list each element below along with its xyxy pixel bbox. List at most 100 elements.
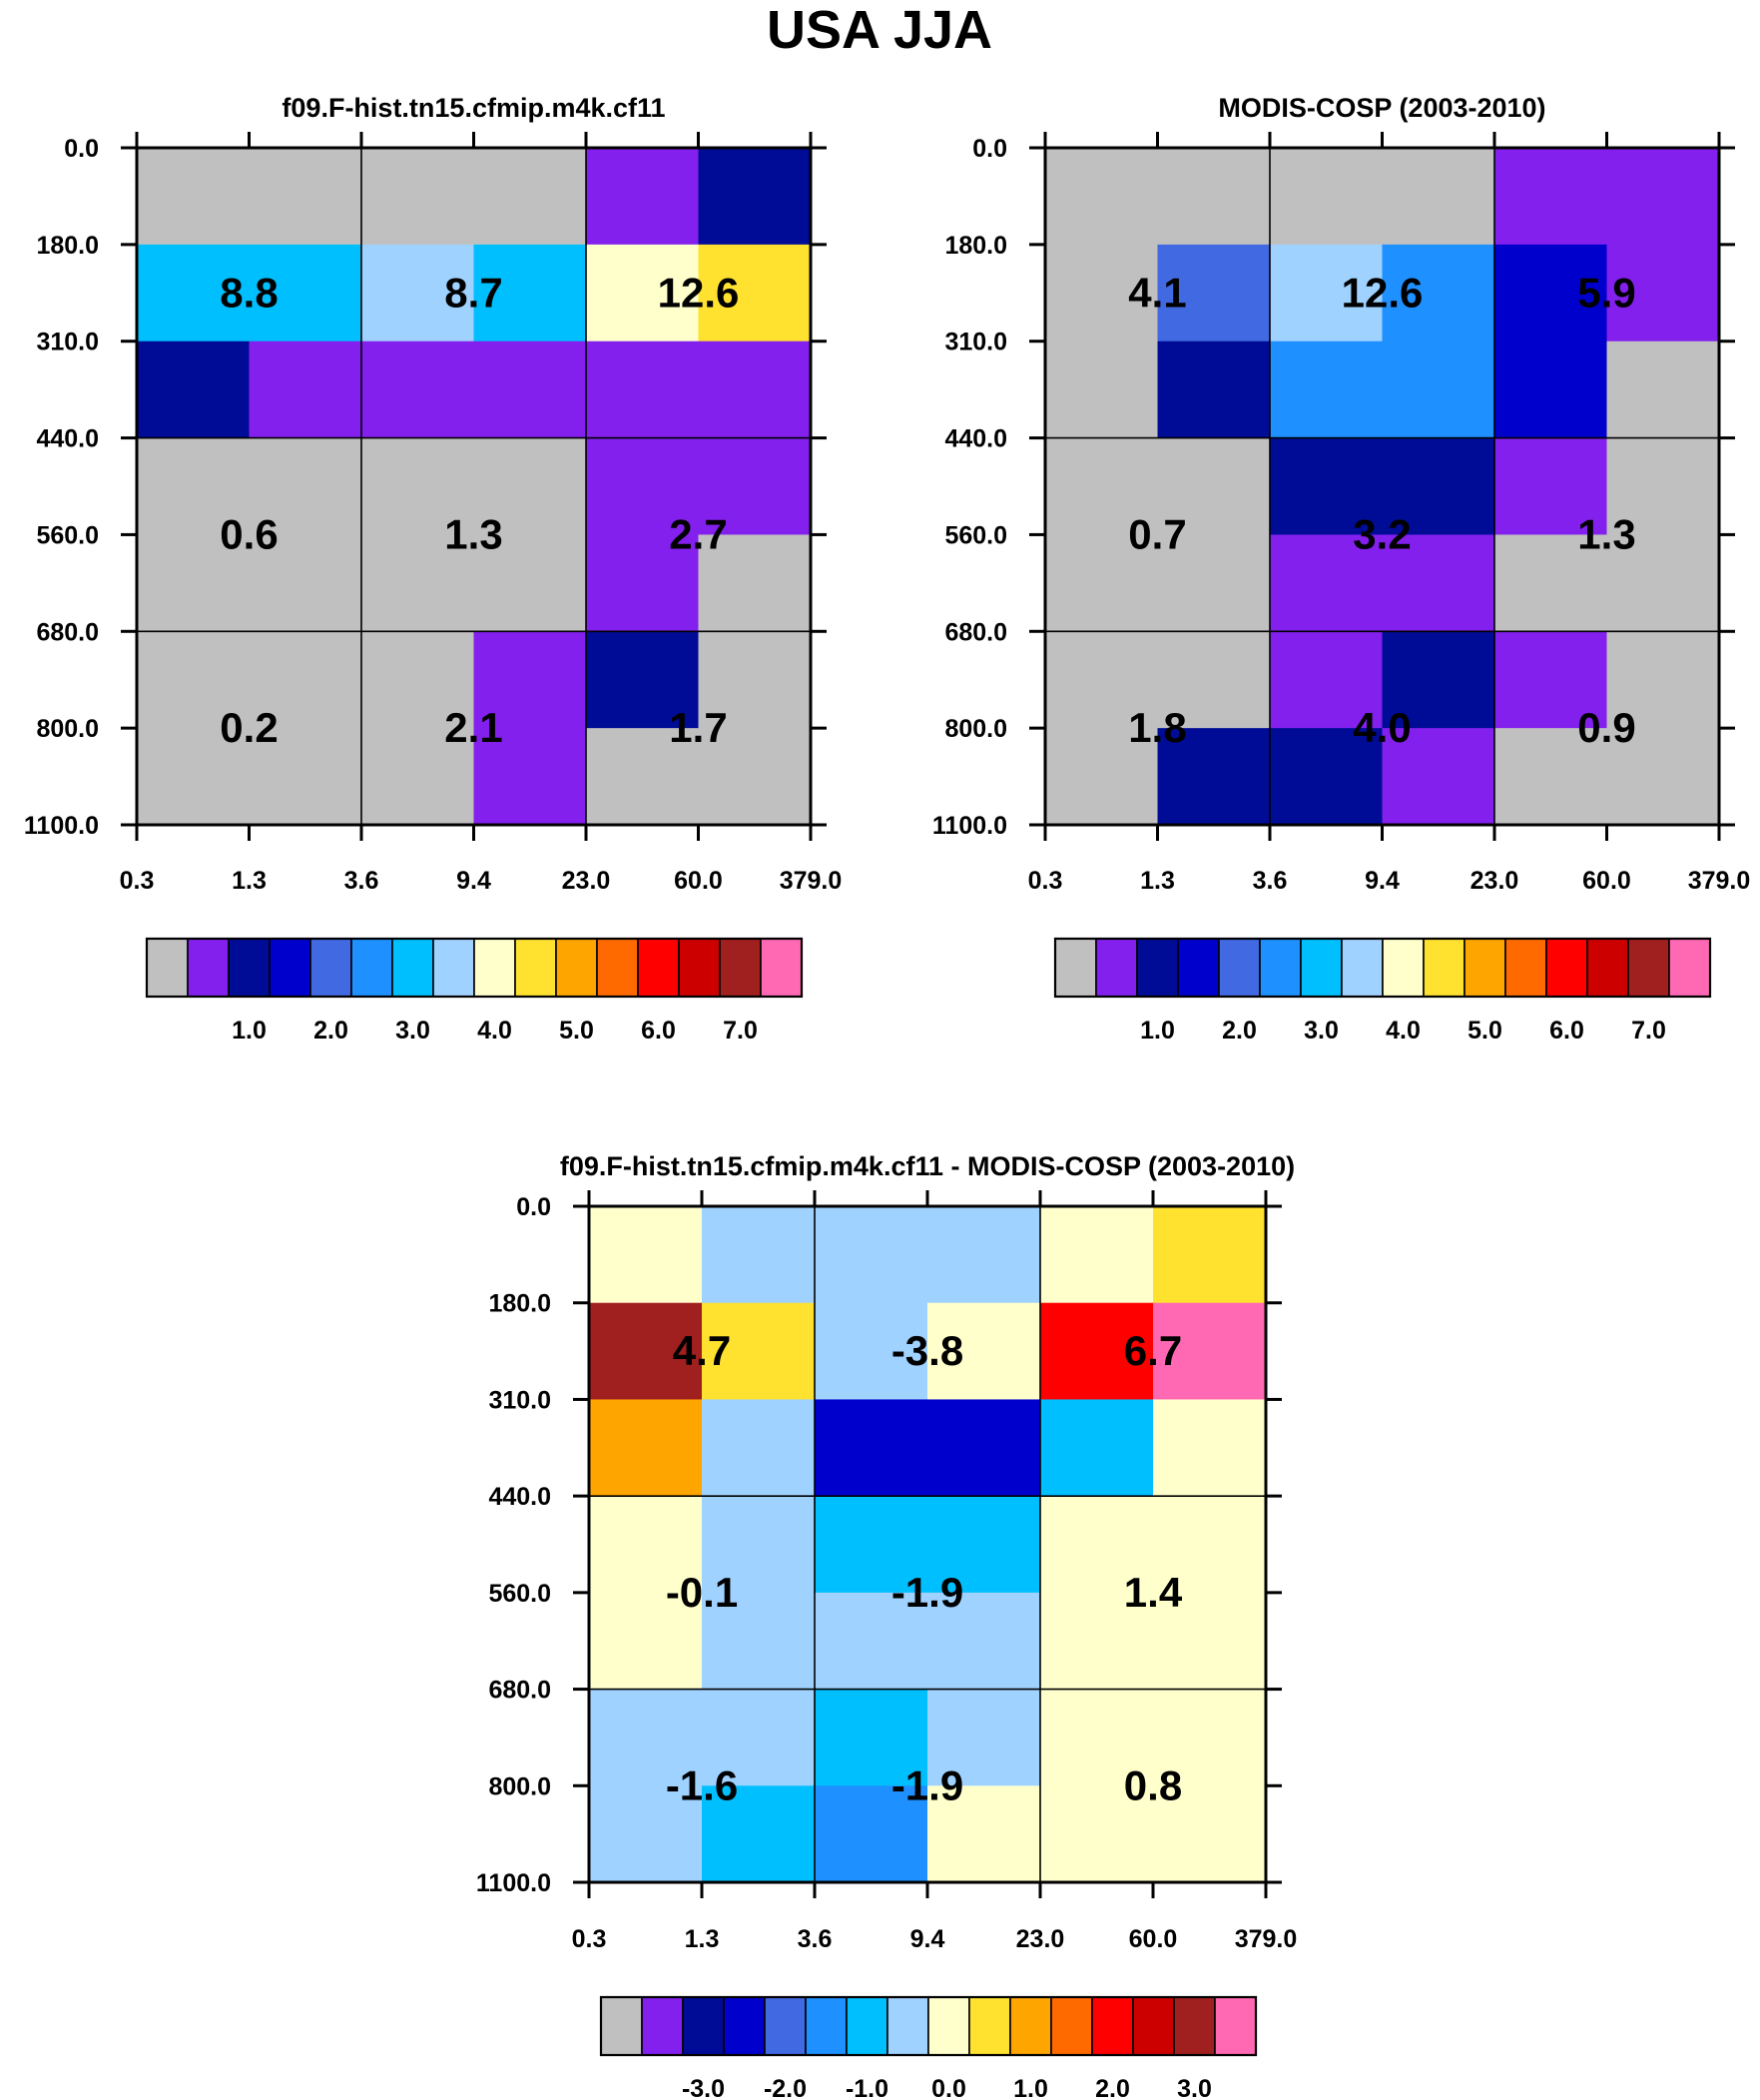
heatmap-cell	[361, 534, 475, 632]
heatmap-cell	[698, 148, 812, 246]
colorbar-swatch	[764, 1996, 807, 2056]
heatmap-cell	[586, 148, 700, 246]
heatmap-cell	[702, 1399, 816, 1497]
x-tick-label: 3.6	[798, 1925, 833, 1953]
heatmap-cell	[1153, 1592, 1267, 1691]
box-value-label: 2.7	[669, 510, 727, 557]
heatmap-cell	[473, 534, 587, 632]
colorbar-swatch	[1382, 938, 1425, 998]
x-tick-label: 379.0	[1235, 1925, 1298, 1953]
heatmap-cell	[1382, 437, 1495, 536]
heatmap-cell	[698, 244, 812, 343]
x-tick-label: 23.0	[1470, 867, 1519, 895]
heatmap-cell	[361, 341, 475, 439]
colorbar-swatch	[1095, 938, 1138, 998]
colorbar-swatch	[1545, 938, 1588, 998]
colorbar-swatch	[1050, 1996, 1093, 2056]
panel-title: MODIS-COSP (2003-2010)	[1218, 93, 1545, 123]
colorbar-swatch	[1464, 938, 1506, 998]
box-value-label: 1.8	[1128, 704, 1186, 751]
colorbar-swatch	[514, 938, 557, 998]
heatmap-cell	[137, 534, 251, 632]
colorbar-tick-label: 7.0	[723, 1017, 758, 1045]
figure-title: USA JJA	[767, 0, 992, 60]
heatmap-cell	[361, 437, 475, 536]
heatmap-cell	[698, 728, 812, 826]
heatmap-cell	[1382, 341, 1495, 439]
heatmap-cell	[1040, 1302, 1154, 1401]
colorbar-swatch	[886, 1996, 929, 2056]
heatmap-cell	[473, 631, 587, 729]
y-tick-label: 180.0	[944, 232, 1007, 260]
colorbar-swatch	[350, 938, 393, 998]
heatmap-cell	[361, 148, 475, 246]
heatmap-cell	[698, 341, 812, 439]
heatmap-cell	[1045, 244, 1159, 343]
colorbar-swatch	[187, 938, 230, 998]
colorbar-tick-label: 1.0	[1013, 2075, 1048, 2100]
x-tick-label: 379.0	[780, 867, 843, 895]
x-tick-label: 23.0	[1016, 1925, 1065, 1953]
colorbar-swatch	[1177, 938, 1220, 998]
heatmap-cell	[586, 437, 700, 536]
box-value-label: 1.7	[669, 704, 727, 751]
heatmap-cell	[1270, 148, 1384, 246]
heatmap-cell	[249, 437, 362, 536]
x-tick-label: 23.0	[562, 867, 611, 895]
heatmap-cell	[473, 244, 587, 343]
colorbar-swatch	[432, 938, 475, 998]
y-tick-label: 180.0	[36, 232, 99, 260]
box-value-label: 4.1	[1128, 269, 1186, 316]
heatmap-cell	[1157, 148, 1271, 246]
heatmap-cell	[249, 534, 362, 632]
colorbar-swatch	[760, 938, 803, 998]
heatmap-cell	[1040, 1592, 1154, 1691]
heatmap-cell	[698, 437, 812, 536]
colorbar-swatch	[678, 938, 721, 998]
colorbar-tick-label: 7.0	[1631, 1017, 1666, 1045]
heatmap-cell	[1606, 341, 1720, 439]
y-tick-label: 310.0	[944, 329, 1007, 356]
x-tick-label: 60.0	[1129, 1925, 1178, 1953]
colorbar-tick-label: 6.0	[1549, 1017, 1584, 1045]
heatmap-cell	[1157, 341, 1271, 439]
heatmap-cell	[698, 534, 812, 632]
y-tick-label: 560.0	[944, 521, 1007, 549]
y-tick-label: 680.0	[36, 618, 99, 646]
box-value-label: 8.7	[444, 269, 502, 316]
colorbar-tick-label: 4.0	[1386, 1017, 1421, 1045]
colorbar-swatch	[1341, 938, 1384, 998]
box-value-label: -1.9	[891, 1569, 963, 1616]
heatmap-cell	[249, 148, 362, 246]
heatmap-cell	[137, 341, 251, 439]
heatmap-cell	[927, 1592, 1041, 1691]
box-value-label: 3.2	[1353, 510, 1411, 557]
heatmap-cell	[1045, 148, 1159, 246]
colorbar-swatch	[269, 938, 311, 998]
colorbar-swatch	[309, 938, 352, 998]
heatmap-cell	[927, 1785, 1041, 1883]
heatmap-cell	[1494, 341, 1608, 439]
heatmap-cell	[1606, 148, 1720, 246]
heatmap-cell	[473, 148, 587, 246]
x-tick-label: 379.0	[1688, 867, 1751, 895]
heatmap-cell	[702, 1302, 816, 1401]
colorbar-tick-label: 4.0	[477, 1017, 512, 1045]
heatmap-cell	[1382, 244, 1495, 343]
y-tick-label: 0.0	[972, 135, 1007, 163]
x-tick-label: 3.6	[1253, 867, 1288, 895]
heatmap-cell	[702, 1496, 816, 1594]
colorbar-swatch	[228, 938, 271, 998]
box-value-label: 4.7	[673, 1327, 731, 1374]
y-tick-label: 680.0	[944, 618, 1007, 646]
box-value-label: 8.8	[220, 269, 278, 316]
colorbar-swatch	[1300, 938, 1343, 998]
y-tick-label: 310.0	[488, 1386, 551, 1414]
y-tick-label: 680.0	[488, 1677, 551, 1705]
heatmap-cell	[1494, 148, 1608, 246]
heatmap-cell	[927, 1399, 1041, 1497]
heatmap-cell	[1045, 534, 1159, 632]
box-value-label: 6.7	[1124, 1327, 1182, 1374]
colorbar-tick-label: 1.0	[1140, 1017, 1175, 1045]
heatmap-cell	[815, 1302, 928, 1401]
